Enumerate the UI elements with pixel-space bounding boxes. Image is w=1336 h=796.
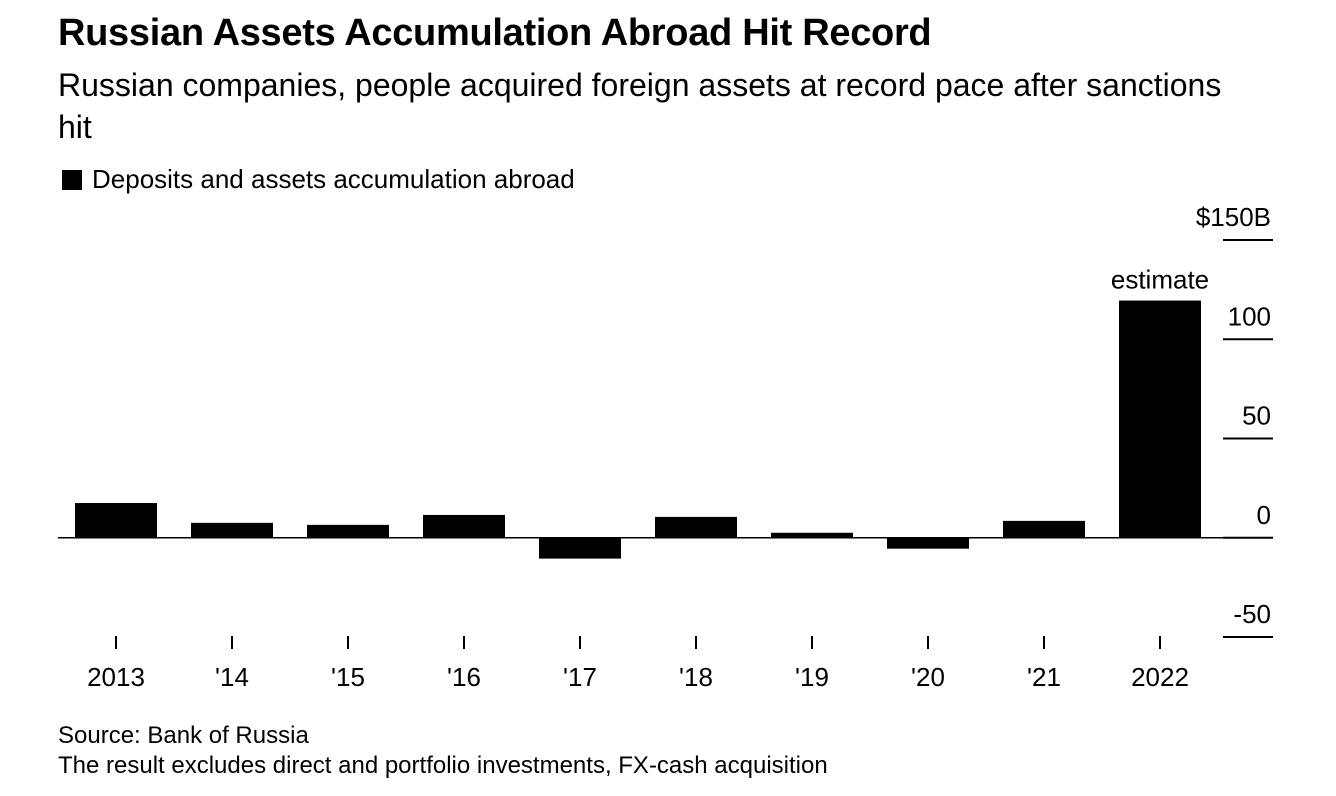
legend-swatch — [62, 169, 82, 190]
x-tick-label: 2013 — [87, 662, 145, 692]
x-tick-label: '16 — [447, 662, 481, 692]
bar-annotation: estimate — [1111, 265, 1209, 295]
x-tick-label: '14 — [215, 662, 249, 692]
y-tick-label: -50 — [1233, 599, 1271, 629]
x-tick-label: '21 — [1027, 662, 1061, 692]
y-tick-label: 0 — [1257, 500, 1271, 530]
x-tick-label: 2022 — [1131, 662, 1189, 692]
bar — [1119, 300, 1201, 538]
bar — [539, 537, 621, 559]
x-tick-label: '20 — [911, 662, 945, 692]
chart-title: Russian Assets Accumulation Abroad Hit R… — [58, 12, 932, 54]
bar — [191, 522, 273, 538]
bar — [771, 532, 853, 538]
legend: Deposits and assets accumulation abroad — [62, 164, 575, 195]
legend-label: Deposits and assets accumulation abroad — [92, 164, 575, 194]
x-tick-label: '19 — [795, 662, 829, 692]
bar — [1003, 520, 1085, 538]
chart-subtitle: Russian companies, people acquired forei… — [58, 67, 1222, 145]
x-tick-label: '17 — [563, 662, 597, 692]
y-tick-label: $150B — [1196, 202, 1271, 232]
y-tick-label: 50 — [1242, 401, 1271, 431]
bar — [75, 503, 157, 538]
bar — [307, 524, 389, 538]
bar — [423, 514, 505, 538]
bar — [655, 516, 737, 538]
bar — [887, 537, 969, 549]
x-tick-label: '15 — [331, 662, 365, 692]
x-tick-label: '18 — [679, 662, 713, 692]
y-tick-label: 100 — [1228, 301, 1271, 331]
source-note: Source: Bank of Russia — [58, 722, 309, 749]
methodology-note: The result excludes direct and portfolio… — [58, 752, 828, 779]
